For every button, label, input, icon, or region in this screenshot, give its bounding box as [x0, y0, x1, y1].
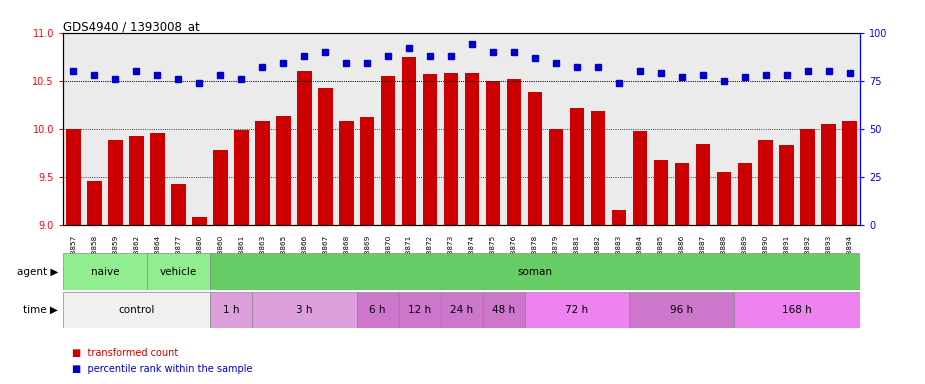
Text: control: control — [118, 305, 154, 315]
Bar — [360, 117, 375, 225]
Bar — [213, 150, 228, 225]
Bar — [108, 140, 123, 225]
Text: naive: naive — [91, 266, 119, 277]
Bar — [527, 92, 542, 225]
Bar — [63, 253, 147, 290]
Bar — [63, 292, 210, 328]
Text: 48 h: 48 h — [492, 305, 515, 315]
Bar — [800, 129, 815, 225]
Bar — [297, 71, 312, 225]
Text: vehicle: vehicle — [160, 266, 197, 277]
Text: agent ▶: agent ▶ — [17, 266, 58, 277]
Bar — [440, 292, 483, 328]
Bar — [611, 210, 626, 225]
Bar — [255, 121, 269, 225]
Bar — [717, 172, 731, 225]
Bar — [780, 145, 795, 225]
Bar — [734, 292, 860, 328]
Text: 6 h: 6 h — [369, 305, 386, 315]
Bar — [192, 217, 206, 225]
Bar — [318, 88, 332, 225]
Text: time ▶: time ▶ — [23, 305, 58, 315]
Bar — [444, 73, 459, 225]
Bar — [252, 292, 357, 328]
Bar — [758, 140, 773, 225]
Text: 3 h: 3 h — [296, 305, 313, 315]
Bar — [66, 129, 80, 225]
Text: ■  percentile rank within the sample: ■ percentile rank within the sample — [72, 364, 253, 374]
Bar — [399, 292, 440, 328]
Bar — [591, 111, 605, 225]
Bar — [486, 81, 500, 225]
Text: 12 h: 12 h — [408, 305, 431, 315]
Bar — [674, 163, 689, 225]
Text: 168 h: 168 h — [783, 305, 812, 315]
Text: 72 h: 72 h — [565, 305, 588, 315]
Bar — [570, 108, 585, 225]
Bar — [423, 74, 438, 225]
Text: 24 h: 24 h — [450, 305, 473, 315]
Bar — [464, 73, 479, 225]
Bar — [339, 121, 353, 225]
Bar — [507, 79, 522, 225]
Bar — [150, 134, 165, 225]
Bar — [210, 292, 252, 328]
Bar — [381, 76, 396, 225]
Bar — [276, 116, 290, 225]
Bar — [483, 292, 524, 328]
Bar — [401, 57, 416, 225]
Bar — [843, 121, 857, 225]
Text: soman: soman — [517, 266, 552, 277]
Bar — [549, 129, 563, 225]
Text: 96 h: 96 h — [671, 305, 694, 315]
Bar — [210, 253, 860, 290]
Text: GDS4940 / 1393008_at: GDS4940 / 1393008_at — [63, 20, 200, 33]
Bar — [357, 292, 399, 328]
Bar — [147, 253, 210, 290]
Bar — [171, 184, 186, 225]
Text: ■  transformed count: ■ transformed count — [72, 348, 179, 358]
Bar — [629, 292, 734, 328]
Bar — [737, 163, 752, 225]
Bar — [129, 136, 143, 225]
Text: 1 h: 1 h — [223, 305, 239, 315]
Bar — [654, 161, 668, 225]
Bar — [234, 130, 249, 225]
Bar — [524, 292, 629, 328]
Bar — [821, 124, 836, 225]
Bar — [696, 144, 710, 225]
Bar — [633, 131, 648, 225]
Bar — [87, 182, 102, 225]
